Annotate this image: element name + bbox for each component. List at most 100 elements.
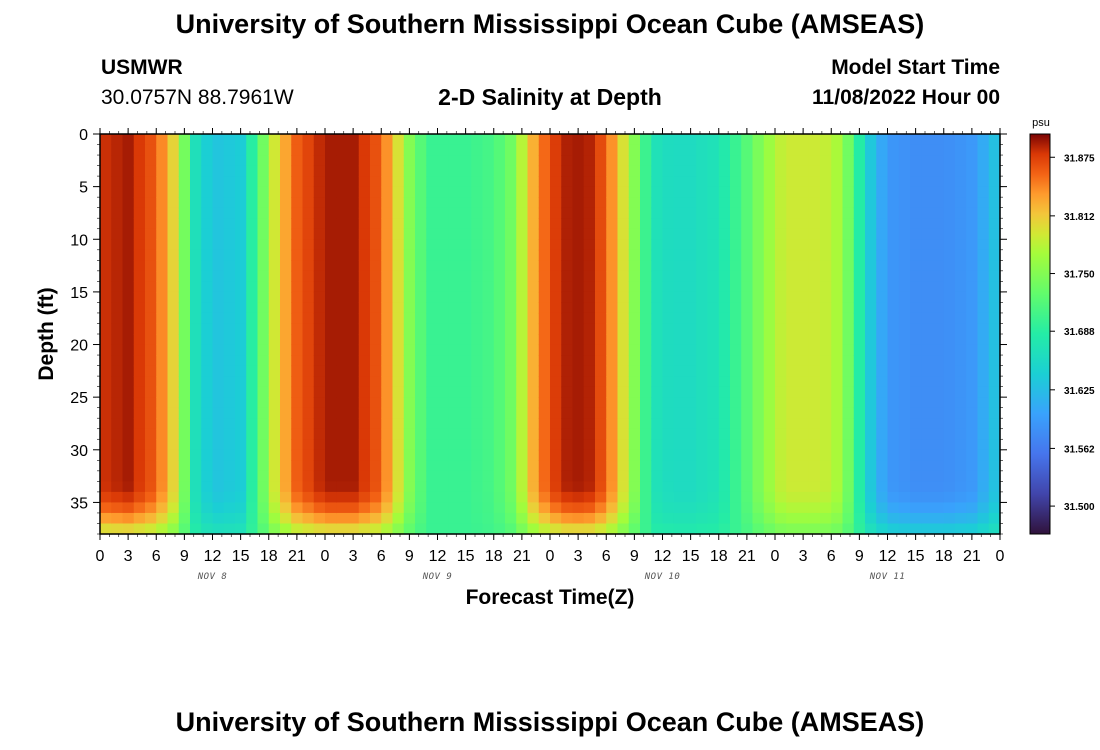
heatmap-cell (955, 502, 967, 514)
heatmap-cell (853, 228, 866, 240)
heatmap-cell (347, 428, 360, 440)
heatmap-cell (595, 491, 607, 504)
heatmap-cell (561, 228, 574, 240)
heatmap-cell (471, 134, 484, 146)
heatmap-cell (460, 281, 472, 293)
heatmap-cell (887, 470, 900, 482)
heatmap-cell (617, 165, 630, 177)
heatmap-cell (178, 407, 191, 419)
heatmap-cell (246, 418, 259, 430)
heatmap-cell (145, 344, 157, 356)
heatmap-cell (280, 260, 292, 272)
heatmap-cell (943, 291, 956, 304)
heatmap-cell (190, 260, 202, 272)
heatmap-cell (280, 176, 292, 188)
heatmap-cell (280, 502, 292, 514)
heatmap-cell (471, 197, 484, 209)
heatmap-cell (302, 449, 315, 461)
heatmap-cell (505, 386, 517, 398)
heatmap-cell (921, 281, 934, 293)
heatmap-cell (943, 449, 956, 461)
heatmap-cell (336, 428, 349, 440)
heatmap-cell (898, 323, 911, 335)
heatmap-cell (527, 523, 540, 535)
heatmap-cell (291, 302, 304, 314)
heatmap-cell (550, 176, 562, 188)
heatmap-cell (797, 439, 810, 451)
heatmap-cell (685, 281, 697, 293)
heatmap-cell (516, 460, 529, 472)
heatmap-cell (302, 218, 315, 230)
heatmap-cell (606, 449, 619, 461)
heatmap-cell (606, 376, 619, 388)
heatmap-cell (437, 323, 450, 335)
heatmap-cell (718, 312, 731, 325)
heatmap-cell (302, 407, 315, 419)
heatmap-cell (808, 386, 821, 398)
heatmap-cell (640, 197, 652, 209)
heatmap-cell (808, 228, 821, 240)
colorbar-gradient (1029, 133, 1051, 535)
heatmap-cell (932, 302, 945, 314)
heatmap-cell (820, 302, 832, 314)
heatmap-cell (955, 481, 967, 493)
heatmap-cell (111, 460, 124, 472)
heatmap-cell (133, 281, 146, 293)
heatmap-cell (583, 239, 596, 251)
heatmap-cell (561, 323, 574, 335)
heatmap-cell (797, 470, 810, 482)
heatmap-cell (561, 449, 574, 461)
heatmap-cell (201, 386, 214, 398)
heatmap-cell (741, 155, 754, 167)
heatmap-cell (246, 186, 259, 198)
heatmap-cell (876, 355, 889, 367)
heatmap-cell (493, 439, 506, 451)
heatmap-cell (235, 134, 247, 146)
heatmap-cell (190, 144, 202, 156)
colorbar-tick-label: 31.812 (1064, 212, 1095, 223)
heatmap-cell (437, 260, 450, 272)
heatmap-cell (370, 397, 382, 409)
heatmap-cell (111, 344, 124, 356)
x-tick-label: 3 (124, 548, 133, 565)
heatmap-cell (257, 239, 270, 251)
heatmap-cell (370, 144, 382, 156)
heatmap-cell (516, 376, 529, 388)
heatmap-cell (516, 512, 529, 525)
heatmap-cell (696, 186, 709, 198)
heatmap-cell (685, 376, 697, 388)
heatmap-cell (696, 176, 709, 188)
heatmap-cell (257, 376, 270, 388)
heatmap-cell (370, 460, 382, 472)
heatmap-cell (167, 418, 180, 430)
heatmap-cell (505, 218, 517, 230)
heatmap-cell (763, 523, 776, 535)
heatmap-cell (403, 228, 416, 240)
heatmap-cell (842, 207, 855, 219)
heatmap-cell (685, 460, 697, 472)
heatmap-cell (842, 491, 855, 504)
heatmap-cell (966, 197, 979, 209)
heatmap-cell (583, 197, 596, 209)
heatmap-cell (662, 218, 675, 230)
heatmap-cell (100, 460, 112, 472)
heatmap-cell (325, 386, 337, 398)
heatmap-cell (617, 144, 630, 156)
heatmap-cell (516, 197, 529, 209)
heatmap-cell (122, 323, 135, 335)
heatmap-cell (820, 218, 832, 230)
heatmap-cell (178, 312, 191, 325)
heatmap-cell (561, 312, 574, 325)
heatmap-cell (392, 176, 405, 188)
heatmap-cell (460, 249, 472, 261)
heatmap-cell (257, 176, 270, 188)
heatmap-cell (291, 197, 304, 209)
heatmap-cell (336, 344, 349, 356)
heatmap-cell (370, 470, 382, 482)
heatmap-cell (437, 186, 450, 198)
heatmap-cell (325, 355, 337, 367)
heatmap-cell (606, 270, 619, 282)
heatmap-cell (651, 376, 664, 388)
heatmap-cell (426, 376, 439, 388)
heatmap-cell (887, 481, 900, 493)
